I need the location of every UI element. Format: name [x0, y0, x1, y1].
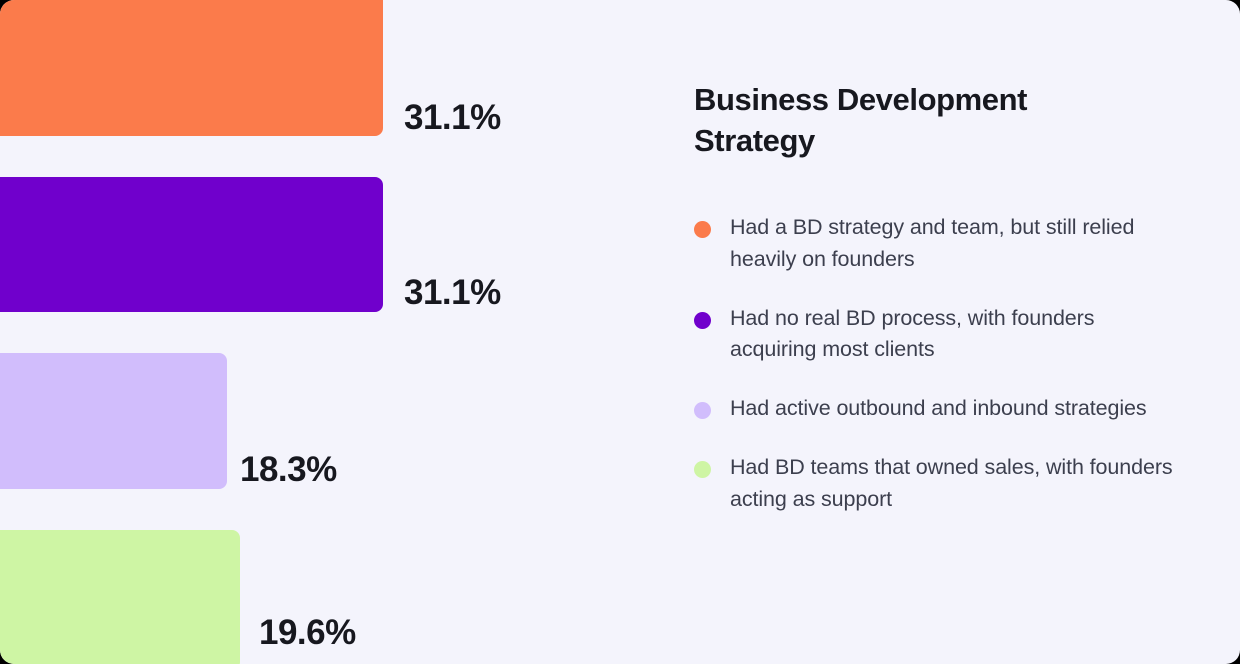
legend-label-2: Had no real BD process, with founders ac… [730, 305, 1095, 362]
bar-row: 19.6% [0, 530, 690, 664]
legend-item-2[interactable]: Had no real BD process, with founders ac… [694, 303, 1184, 367]
bar-value-label-4: 19.6% [259, 613, 356, 652]
bar-segment-2[interactable] [0, 177, 383, 312]
legend-item-4[interactable]: Had BD teams that owned sales, with foun… [694, 452, 1184, 516]
legend-label-1: Had a BD strategy and team, but still re… [730, 215, 1135, 271]
chart-title-line-1: Business Development [694, 82, 1028, 117]
bar-segment-1[interactable] [0, 0, 383, 136]
bar-row: 31.1% [0, 177, 690, 312]
legend-item-1[interactable]: Had a BD strategy and team, but still re… [694, 212, 1184, 276]
chart-title: Business Development Strategy [694, 80, 1134, 162]
bar-segment-3[interactable] [0, 353, 227, 489]
legend-label-3: Had active outbound and inbound strategi… [730, 396, 1147, 421]
legend-dot-icon-light-purple [694, 402, 711, 420]
legend-dot-icon-purple [694, 311, 711, 329]
legend-dot-icon-green [694, 461, 711, 479]
bar-value-label-3: 18.3% [240, 450, 337, 489]
legend-label-4: Had BD teams that owned sales, with foun… [730, 455, 1173, 511]
bar-segment-4[interactable] [0, 530, 240, 664]
legend-panel: Business Development Strategy Had a BD s… [694, 0, 1194, 664]
chart-title-line-2: Strategy [694, 122, 815, 158]
bar-value-label-2: 31.1% [404, 273, 501, 312]
bar-row: 18.3% [0, 353, 690, 489]
legend-item-3[interactable]: Had active outbound and inbound strategi… [694, 393, 1184, 425]
bar-chart: 31.1% 31.1% 18.3% 19.6% [0, 0, 690, 664]
bar-row: 31.1% [0, 0, 690, 136]
legend-list: Had a BD strategy and team, but still re… [694, 212, 1184, 516]
legend-dot-icon-orange [694, 221, 711, 238]
bar-value-label-1: 31.1% [404, 98, 501, 137]
